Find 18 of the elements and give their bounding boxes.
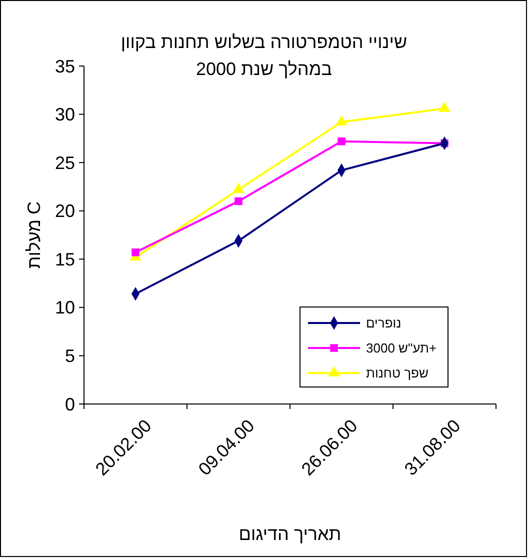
legend-label: נופרים (366, 316, 402, 331)
point (338, 137, 346, 146)
legend-label: שפך טחנות (366, 366, 428, 381)
y-tick-label: 15 (54, 249, 75, 270)
y-tick-label: 20 (54, 201, 75, 222)
chart-title: שינויי הטמפרטורה בשלוש תחנות בקוון (120, 32, 408, 52)
y-tick-label: 25 (54, 152, 75, 173)
y-tick-label: 10 (54, 298, 75, 318)
legend-label: תע"ש 3000+ (366, 340, 437, 356)
y-tick-label: 30 (54, 104, 75, 125)
y-tick-label: 35 (54, 56, 75, 76)
x-axis-title: תאריך הדיגום (238, 524, 342, 544)
y-axis-title: מעלות C (24, 201, 44, 269)
y-tick-label: 0 (64, 394, 75, 414)
point (234, 197, 242, 206)
y-tick-label: 5 (64, 346, 75, 366)
point (132, 248, 140, 256)
chart-subtitle: במהלך שנת 2000 (196, 59, 332, 79)
